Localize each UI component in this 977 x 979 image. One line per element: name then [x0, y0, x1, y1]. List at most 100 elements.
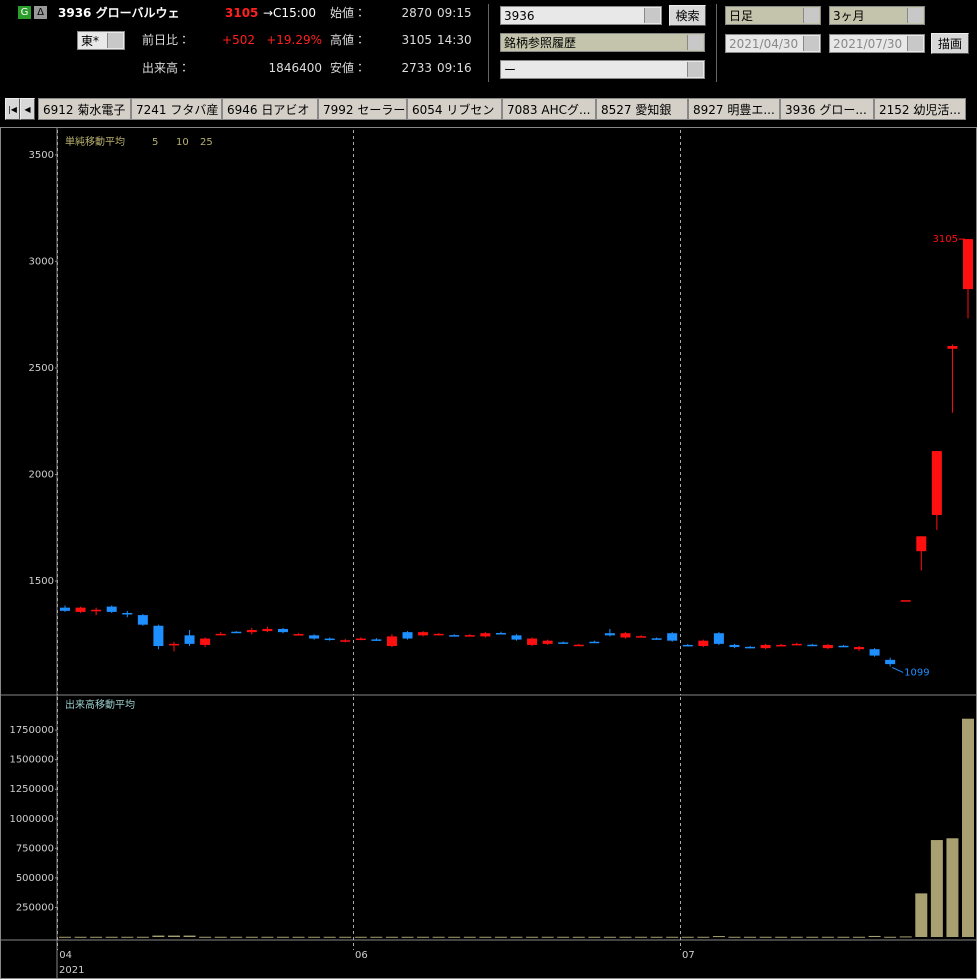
volume-bar — [105, 936, 118, 938]
panel-title: 単純移動平均 — [65, 135, 125, 148]
ma-period: 10 — [176, 137, 189, 148]
candle-body — [75, 607, 86, 612]
candle-body — [418, 632, 429, 636]
draw-button[interactable]: 描画 — [931, 33, 969, 54]
market-select[interactable]: 東* — [77, 31, 125, 50]
candle-body — [604, 633, 615, 636]
panel-title: 出来高移動平均 — [65, 698, 135, 711]
candle-body — [200, 638, 211, 645]
candle-body — [682, 644, 693, 647]
volume-bar — [245, 936, 258, 938]
code-input[interactable]: 3936 — [500, 6, 662, 25]
tab[interactable]: 6912 菊水電子 — [38, 98, 131, 120]
volume-bar — [448, 936, 461, 938]
volume-bar — [199, 936, 212, 938]
candle-body — [340, 640, 351, 642]
volume-bar — [681, 936, 694, 938]
volume-bar — [339, 936, 352, 938]
volume-bar — [603, 936, 616, 938]
candle-body — [262, 628, 273, 632]
tab[interactable]: 8927 明豊エ... — [688, 98, 780, 120]
volume-bar — [74, 936, 87, 938]
candle-body — [106, 606, 117, 612]
period-select[interactable]: 日足 — [725, 6, 821, 25]
volume-bar — [308, 936, 321, 938]
range-select[interactable]: 3ヶ月 — [829, 6, 925, 25]
candle-body — [293, 634, 304, 636]
y-tick-label: 2000 — [29, 469, 54, 480]
candle-body — [807, 644, 818, 647]
candle-body — [760, 644, 771, 649]
y-tick-label: 750000 — [16, 843, 54, 854]
tab-prev[interactable]: ◀ — [20, 98, 35, 120]
x-tick-label: 04 — [59, 950, 72, 961]
divider — [716, 4, 717, 82]
volume-bar — [884, 936, 897, 938]
volume-bar — [183, 935, 196, 937]
search-button[interactable]: 検索 — [669, 5, 706, 26]
volume-bar — [292, 936, 305, 938]
tab-first[interactable]: |◀ — [5, 98, 20, 120]
volume-bar — [494, 936, 507, 938]
icon[interactable]: G — [18, 6, 31, 19]
to-date[interactable]: 2021/07/30 — [829, 34, 925, 53]
volume-bar — [370, 936, 383, 938]
candle-body — [854, 647, 865, 650]
volume-bar — [510, 936, 523, 938]
tab[interactable]: 6946 日アビオ — [222, 98, 318, 120]
volume-bar — [463, 936, 476, 938]
x-year-label: 2021 — [59, 965, 84, 976]
tab[interactable]: 8527 愛知銀 — [596, 98, 688, 120]
tab[interactable]: 7083 AHCグ... — [502, 98, 596, 120]
candle-body — [355, 638, 366, 641]
candle-body — [184, 635, 195, 644]
y-tick-label: 1000000 — [9, 814, 54, 825]
volume-bar — [650, 936, 663, 938]
candle-body — [480, 633, 491, 637]
candle-body — [713, 633, 724, 644]
candle-body — [153, 625, 164, 646]
label: 高値： — [330, 33, 367, 47]
candle-body — [838, 645, 849, 648]
volume-bar — [790, 936, 803, 938]
tab[interactable]: 7992 セーラー — [318, 98, 407, 120]
tab[interactable]: 3936 グロー... — [780, 98, 874, 120]
y-tick-label: 2500 — [29, 363, 54, 374]
label: 前日比： — [142, 33, 191, 47]
volume-bar — [432, 936, 445, 938]
candle-body — [464, 635, 475, 637]
volume-bar — [899, 936, 912, 938]
time: 14:30 — [437, 33, 472, 47]
frame — [0, 127, 977, 979]
candle-body — [589, 641, 600, 644]
candle-body — [791, 643, 802, 646]
candle-body — [963, 239, 973, 290]
volume-bar — [90, 936, 103, 938]
from-date[interactable]: 2021/04/30 — [725, 34, 821, 53]
icon[interactable]: Δ — [34, 6, 47, 19]
candle-body — [449, 635, 460, 637]
time: 09:16 — [437, 61, 472, 75]
tab[interactable]: 7241 フタバ産 — [131, 98, 222, 120]
volume-bar — [666, 936, 679, 938]
volume-bar — [635, 936, 648, 938]
volume-bar — [775, 936, 788, 938]
blank-select[interactable]: ー — [500, 60, 705, 79]
change: +502 — [222, 33, 255, 47]
tab[interactable]: 2152 幼児活... — [874, 98, 966, 120]
candle-body — [745, 646, 756, 649]
value: 2870 — [401, 6, 432, 20]
candle-body — [60, 607, 70, 611]
volume-bar — [526, 936, 539, 938]
y-tick-label: 250000 — [16, 902, 54, 913]
volume-bar — [821, 936, 834, 938]
y-tick-label: 1500000 — [9, 755, 54, 766]
candle-body — [542, 640, 553, 644]
tab[interactable]: 6054 リブセンス — [407, 98, 502, 120]
label: 安値： — [330, 61, 367, 75]
volume-bar — [417, 936, 430, 938]
history-select[interactable]: 銘柄参照履歴 — [500, 33, 705, 52]
volume-bar — [354, 936, 367, 938]
candle-body — [651, 638, 662, 640]
